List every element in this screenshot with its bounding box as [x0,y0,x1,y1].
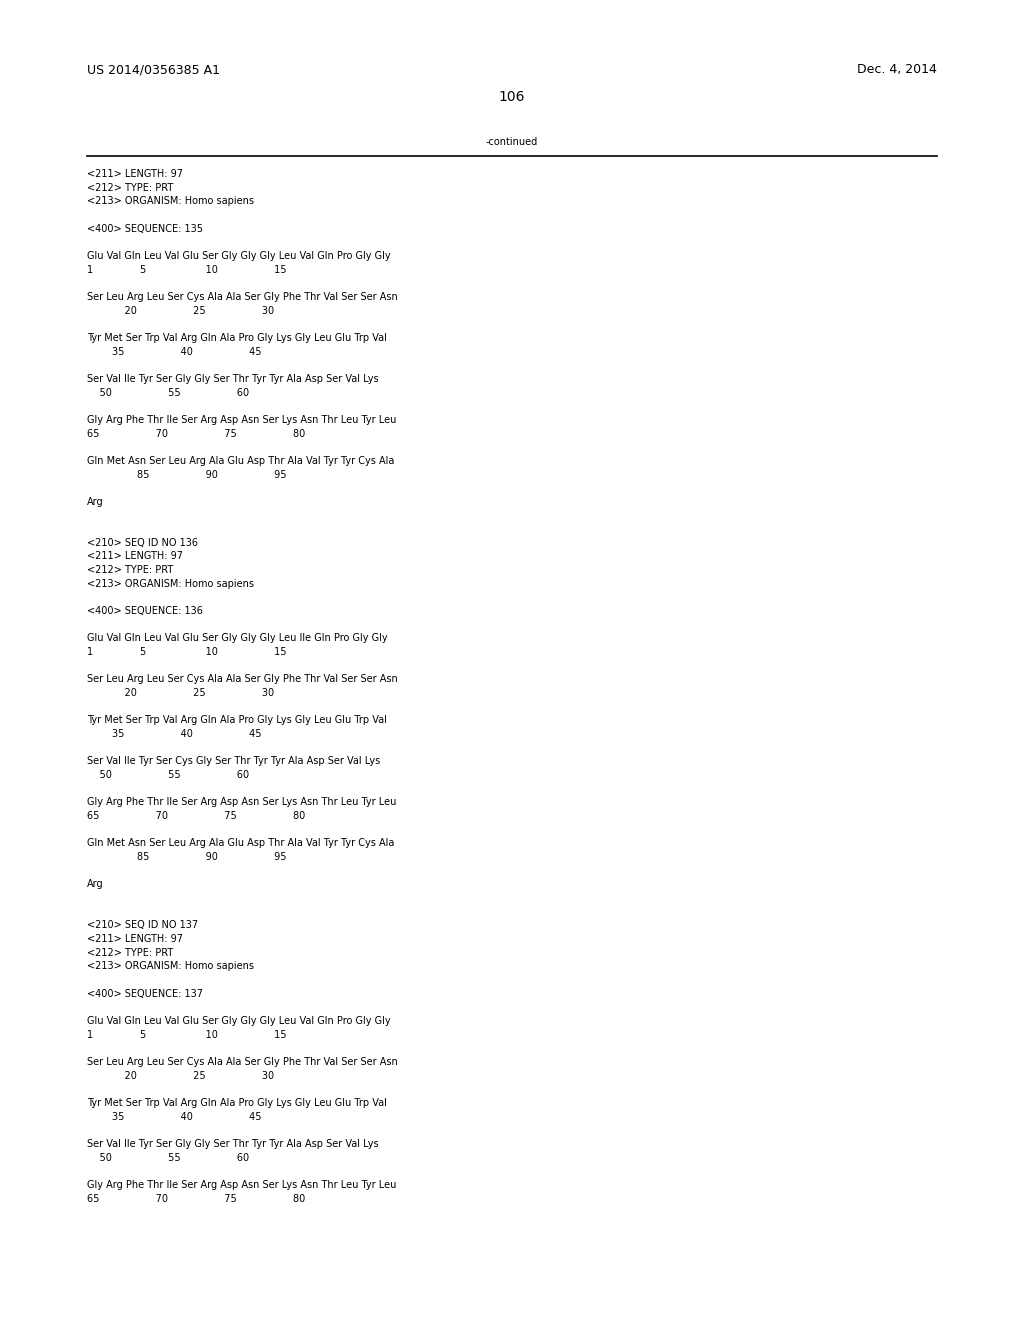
Text: <210> SEQ ID NO 137: <210> SEQ ID NO 137 [87,920,199,931]
Text: 1               5                   10                  15: 1 5 10 15 [87,264,287,275]
Text: <212> TYPE: PRT: <212> TYPE: PRT [87,182,173,193]
Text: 50                  55                  60: 50 55 60 [87,1152,249,1163]
Text: -continued: -continued [485,137,539,148]
Text: Gln Met Asn Ser Leu Arg Ala Glu Asp Thr Ala Val Tyr Tyr Cys Ala: Gln Met Asn Ser Leu Arg Ala Glu Asp Thr … [87,455,394,466]
Text: 20                  25                  30: 20 25 30 [87,305,274,315]
Text: <211> LENGTH: 97: <211> LENGTH: 97 [87,552,183,561]
Text: 20                  25                  30: 20 25 30 [87,688,274,698]
Text: Ser Leu Arg Leu Ser Cys Ala Ala Ser Gly Phe Thr Val Ser Ser Asn: Ser Leu Arg Leu Ser Cys Ala Ala Ser Gly … [87,1057,397,1067]
Text: Glu Val Gln Leu Val Glu Ser Gly Gly Gly Leu Val Gln Pro Gly Gly: Glu Val Gln Leu Val Glu Ser Gly Gly Gly … [87,1016,391,1026]
Text: <400> SEQUENCE: 137: <400> SEQUENCE: 137 [87,989,203,999]
Text: US 2014/0356385 A1: US 2014/0356385 A1 [87,63,220,77]
Text: 35                  40                  45: 35 40 45 [87,729,261,739]
Text: 50                  55                  60: 50 55 60 [87,770,249,780]
Text: Gly Arg Phe Thr Ile Ser Arg Asp Asn Ser Lys Asn Thr Leu Tyr Leu: Gly Arg Phe Thr Ile Ser Arg Asp Asn Ser … [87,414,396,425]
Text: <211> LENGTH: 97: <211> LENGTH: 97 [87,935,183,944]
Text: 35                  40                  45: 35 40 45 [87,347,261,356]
Text: Gly Arg Phe Thr Ile Ser Arg Asp Asn Ser Lys Asn Thr Leu Tyr Leu: Gly Arg Phe Thr Ile Ser Arg Asp Asn Ser … [87,1180,396,1189]
Text: <400> SEQUENCE: 136: <400> SEQUENCE: 136 [87,606,203,616]
Text: Dec. 4, 2014: Dec. 4, 2014 [857,63,937,77]
Text: 85                  90                  95: 85 90 95 [87,851,287,862]
Text: <212> TYPE: PRT: <212> TYPE: PRT [87,948,173,958]
Text: <213> ORGANISM: Homo sapiens: <213> ORGANISM: Homo sapiens [87,197,254,206]
Text: <213> ORGANISM: Homo sapiens: <213> ORGANISM: Homo sapiens [87,578,254,589]
Text: 35                  40                  45: 35 40 45 [87,1111,261,1122]
Text: 1               5                   10                  15: 1 5 10 15 [87,647,287,657]
Text: Ser Val Ile Tyr Ser Gly Gly Ser Thr Tyr Tyr Ala Asp Ser Val Lys: Ser Val Ile Tyr Ser Gly Gly Ser Thr Tyr … [87,1139,379,1148]
Text: 50                  55                  60: 50 55 60 [87,388,249,397]
Text: 85                  90                  95: 85 90 95 [87,470,287,479]
Text: <212> TYPE: PRT: <212> TYPE: PRT [87,565,173,576]
Text: 65                  70                  75                  80: 65 70 75 80 [87,429,305,438]
Text: Ser Val Ile Tyr Ser Cys Gly Ser Thr Tyr Tyr Ala Asp Ser Val Lys: Ser Val Ile Tyr Ser Cys Gly Ser Thr Tyr … [87,756,380,767]
Text: <400> SEQUENCE: 135: <400> SEQUENCE: 135 [87,223,203,234]
Text: Tyr Met Ser Trp Val Arg Gln Ala Pro Gly Lys Gly Leu Glu Trp Val: Tyr Met Ser Trp Val Arg Gln Ala Pro Gly … [87,715,387,726]
Text: <213> ORGANISM: Homo sapiens: <213> ORGANISM: Homo sapiens [87,961,254,972]
Text: 20                  25                  30: 20 25 30 [87,1071,274,1081]
Text: Glu Val Gln Leu Val Glu Ser Gly Gly Gly Leu Val Gln Pro Gly Gly: Glu Val Gln Leu Val Glu Ser Gly Gly Gly … [87,251,391,261]
Text: 65                  70                  75                  80: 65 70 75 80 [87,810,305,821]
Text: Gly Arg Phe Thr Ile Ser Arg Asp Asn Ser Lys Asn Thr Leu Tyr Leu: Gly Arg Phe Thr Ile Ser Arg Asp Asn Ser … [87,797,396,808]
Text: Arg: Arg [87,879,103,890]
Text: Ser Val Ile Tyr Ser Gly Gly Ser Thr Tyr Tyr Ala Asp Ser Val Lys: Ser Val Ile Tyr Ser Gly Gly Ser Thr Tyr … [87,374,379,384]
Text: 106: 106 [499,90,525,104]
Text: <210> SEQ ID NO 136: <210> SEQ ID NO 136 [87,537,198,548]
Text: Ser Leu Arg Leu Ser Cys Ala Ala Ser Gly Phe Thr Val Ser Ser Asn: Ser Leu Arg Leu Ser Cys Ala Ala Ser Gly … [87,292,397,302]
Text: Gln Met Asn Ser Leu Arg Ala Glu Asp Thr Ala Val Tyr Tyr Cys Ala: Gln Met Asn Ser Leu Arg Ala Glu Asp Thr … [87,838,394,849]
Text: Tyr Met Ser Trp Val Arg Gln Ala Pro Gly Lys Gly Leu Glu Trp Val: Tyr Met Ser Trp Val Arg Gln Ala Pro Gly … [87,333,387,343]
Text: Tyr Met Ser Trp Val Arg Gln Ala Pro Gly Lys Gly Leu Glu Trp Val: Tyr Met Ser Trp Val Arg Gln Ala Pro Gly … [87,1098,387,1107]
Text: 65                  70                  75                  80: 65 70 75 80 [87,1193,305,1204]
Text: <211> LENGTH: 97: <211> LENGTH: 97 [87,169,183,180]
Text: Glu Val Gln Leu Val Glu Ser Gly Gly Gly Leu Ile Gln Pro Gly Gly: Glu Val Gln Leu Val Glu Ser Gly Gly Gly … [87,634,388,643]
Text: 1               5                   10                  15: 1 5 10 15 [87,1030,287,1040]
Text: Arg: Arg [87,496,103,507]
Text: Ser Leu Arg Leu Ser Cys Ala Ala Ser Gly Phe Thr Val Ser Ser Asn: Ser Leu Arg Leu Ser Cys Ala Ala Ser Gly … [87,675,397,685]
